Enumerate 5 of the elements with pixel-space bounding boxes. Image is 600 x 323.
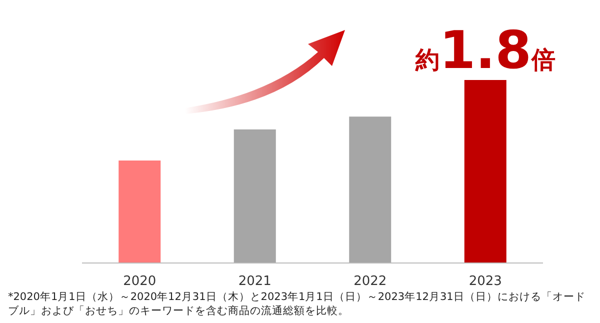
x-tick-label: 2022 <box>354 274 387 289</box>
x-tick-label: 2021 <box>238 274 272 289</box>
x-tick-label: 2023 <box>468 274 502 289</box>
text: *2020年1月1日（水）～2020年12月31日（木）と2023年1月1日（日）～2023年12月31日（日）における「オードブル」および「おせち」のキーワードを含む商品の流通総額を比較。 <box>8 290 586 318</box>
x-tick-label: 2020 <box>123 274 156 289</box>
